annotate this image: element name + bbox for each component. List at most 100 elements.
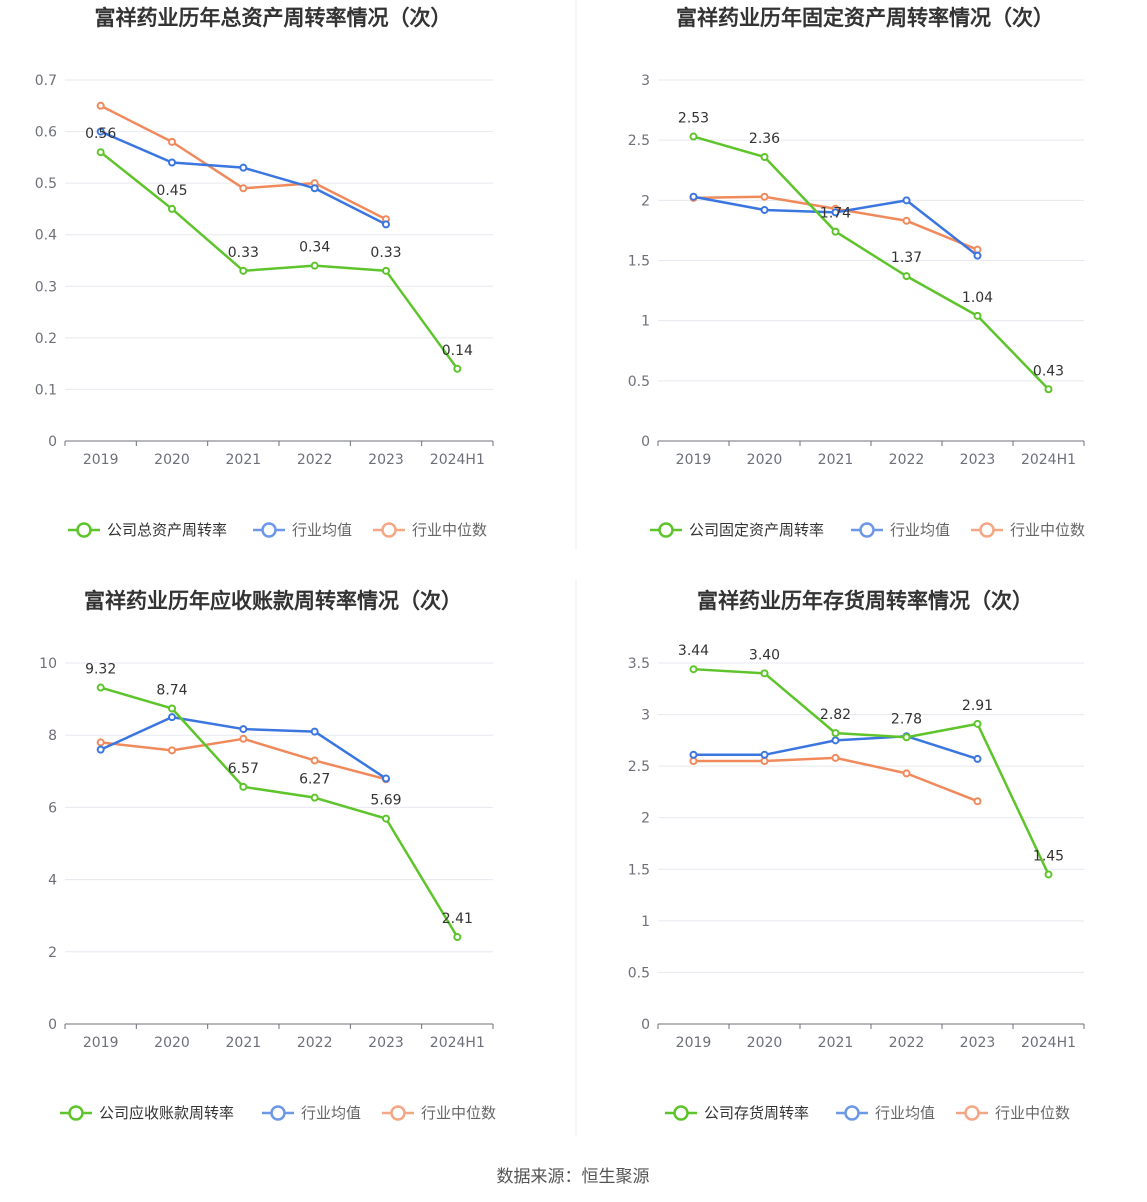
data-point-industry_median[interactable] (168, 137, 176, 146)
legend-item-company[interactable]: 公司存货周转率 (665, 1104, 809, 1122)
data-point-industry_median[interactable] (96, 738, 105, 747)
data-label: 0.45 (156, 183, 187, 199)
legend-item-industry_avg[interactable]: 行业均值 (851, 521, 950, 539)
data-point-industry_median[interactable] (760, 756, 769, 765)
legend-item-industry_median[interactable]: 行业中位数 (956, 1104, 1070, 1122)
data-point-industry_avg[interactable] (96, 745, 105, 754)
series-line-company (100, 686, 459, 938)
data-point-company[interactable] (168, 704, 176, 713)
data-point-industry_avg[interactable] (168, 713, 176, 722)
data-label: 0.43 (1033, 363, 1064, 379)
x-tick-label: 2024H1 (1021, 1035, 1076, 1051)
y-tick-label: 0.5 (35, 176, 57, 192)
data-label: 5.69 (370, 793, 401, 809)
legend-item-company[interactable]: 公司总资产周转率 (68, 521, 227, 539)
data-point-industry_median[interactable] (760, 192, 769, 201)
data-point-company[interactable] (310, 261, 319, 270)
data-point-industry_avg[interactable] (239, 725, 248, 734)
data-point-company[interactable] (902, 272, 911, 281)
y-tick-label: 0.7 (35, 73, 57, 89)
data-point-company[interactable] (168, 204, 176, 213)
data-point-industry_median[interactable] (239, 184, 248, 193)
data-point-industry_avg[interactable] (973, 251, 982, 260)
data-label: 1.37 (891, 250, 922, 266)
x-tick-label: 2021 (818, 452, 854, 468)
y-tick-label: 0 (641, 434, 650, 450)
data-point-company[interactable] (831, 227, 840, 236)
data-point-industry_median[interactable] (831, 753, 840, 762)
data-point-industry_median[interactable] (168, 746, 176, 755)
data-point-company[interactable] (760, 669, 769, 678)
x-tick-label: 2019 (83, 452, 119, 468)
y-tick-label: 1 (641, 914, 650, 930)
data-point-industry_avg[interactable] (382, 220, 390, 229)
data-point-company[interactable] (310, 793, 319, 802)
data-point-company[interactable] (239, 782, 248, 791)
data-point-industry_median[interactable] (689, 756, 698, 765)
data-point-company[interactable] (96, 148, 105, 157)
chart-title: 富祥药业历年固定资产周转率情况（次） (676, 6, 1054, 30)
data-label: 0.56 (85, 126, 116, 142)
data-point-industry_avg[interactable] (902, 196, 911, 205)
data-label: 8.74 (156, 682, 187, 698)
data-point-company[interactable] (96, 683, 105, 692)
data-point-company[interactable] (902, 733, 911, 742)
legend-item-company[interactable]: 公司固定资产周转率 (650, 521, 824, 539)
data-point-industry_avg[interactable] (382, 774, 390, 783)
data-point-industry_avg[interactable] (760, 205, 769, 214)
legend-label: 行业均值 (875, 1104, 935, 1122)
data-point-industry_avg[interactable] (96, 127, 105, 136)
x-tick-label: 2024H1 (1021, 452, 1076, 468)
legend-item-industry_avg[interactable]: 行业均值 (253, 521, 352, 539)
y-tick-label: 0 (48, 1017, 57, 1033)
data-point-company[interactable] (973, 719, 982, 728)
legend-item-industry_avg[interactable]: 行业均值 (836, 1104, 935, 1122)
data-point-company[interactable] (689, 665, 698, 674)
x-tick-label: 2020 (154, 1035, 190, 1051)
data-point-industry_avg[interactable] (973, 754, 982, 763)
data-point-company[interactable] (1044, 385, 1053, 394)
data-point-industry_avg[interactable] (760, 750, 769, 759)
data-point-company[interactable] (1044, 870, 1053, 879)
legend-item-company[interactable]: 公司应收账款周转率 (60, 1104, 234, 1122)
data-point-industry_median[interactable] (310, 756, 319, 765)
x-tick-label: 2023 (368, 1035, 404, 1051)
data-point-company[interactable] (453, 364, 462, 373)
data-label: 0.33 (370, 245, 401, 261)
legend-label: 公司总资产周转率 (107, 521, 227, 539)
data-point-company[interactable] (382, 266, 390, 275)
data-point-company[interactable] (689, 132, 698, 141)
x-tick-label: 2019 (83, 1035, 119, 1051)
data-point-industry_avg[interactable] (831, 208, 840, 217)
y-tick-label: 3 (641, 73, 650, 89)
data-label: 2.78 (891, 711, 922, 727)
data-point-industry_avg[interactable] (689, 192, 698, 201)
data-point-industry_median[interactable] (239, 734, 248, 743)
legend-item-industry_avg[interactable]: 行业均值 (262, 1104, 361, 1122)
legend-item-industry_median[interactable]: 行业中位数 (373, 521, 487, 539)
data-point-industry_median[interactable] (96, 101, 105, 110)
data-point-company[interactable] (453, 932, 462, 941)
data-point-company[interactable] (239, 266, 248, 275)
legend-label: 公司存货周转率 (704, 1104, 809, 1122)
data-point-industry_median[interactable] (973, 797, 982, 806)
x-tick-label: 2020 (747, 1035, 783, 1051)
data-point-company[interactable] (831, 729, 840, 738)
data-point-company[interactable] (973, 311, 982, 320)
data-point-industry_median[interactable] (902, 769, 911, 778)
data-point-industry_avg[interactable] (831, 736, 840, 745)
data-point-company[interactable] (760, 153, 769, 162)
data-point-industry_avg[interactable] (689, 750, 698, 759)
data-label: 0.34 (299, 240, 330, 256)
data-point-industry_avg[interactable] (310, 184, 319, 193)
legend-item-industry_median[interactable]: 行业中位数 (382, 1104, 496, 1122)
x-tick-label: 2019 (676, 452, 712, 468)
data-point-company[interactable] (382, 814, 390, 823)
data-point-industry_avg[interactable] (239, 163, 248, 172)
data-point-industry_median[interactable] (902, 216, 911, 225)
data-point-industry_avg[interactable] (168, 158, 176, 167)
data-point-industry_avg[interactable] (310, 727, 319, 736)
legend-label: 行业均值 (890, 521, 950, 539)
legend-item-industry_median[interactable]: 行业中位数 (971, 521, 1085, 539)
data-label: 2.91 (962, 698, 993, 714)
